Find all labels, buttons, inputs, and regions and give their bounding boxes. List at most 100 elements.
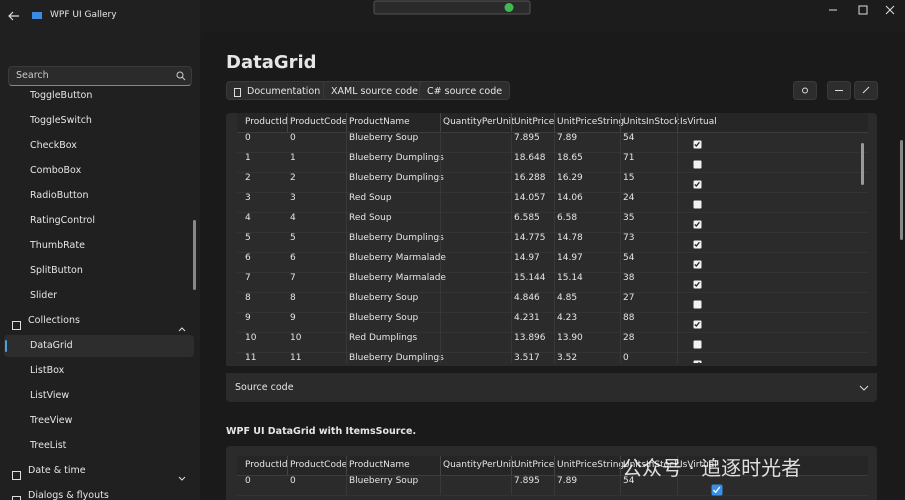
data-row[interactable]: 3 3 Red Soup 14.057 14.06 24: [237, 192, 868, 213]
nav-label: DataGrid: [30, 340, 73, 351]
search-box[interactable]: Search: [8, 66, 192, 86]
checkbox[interactable]: [693, 174, 702, 193]
cell: 0: [290, 133, 296, 143]
data-row[interactable]: 1 1 Blueberry Dumplings 18.648 18.65 71: [237, 152, 868, 173]
nav-item[interactable]: Dialogs & flyouts: [4, 485, 194, 500]
checkbox[interactable]: [693, 194, 702, 213]
nav-item[interactable]: Slider: [4, 285, 194, 307]
cell-divider: [620, 352, 621, 363]
column-header[interactable]: ProductId: [245, 460, 288, 470]
checkbox[interactable]: [693, 234, 702, 253]
nav-item[interactable]: SplitButton: [4, 260, 194, 282]
checkbox[interactable]: [693, 134, 702, 153]
column-header[interactable]: UnitPriceString: [557, 460, 625, 470]
nav-item[interactable]: ThumbRate: [4, 235, 194, 257]
column-divider: [677, 456, 678, 475]
nav-label: ListView: [30, 390, 70, 401]
nav-item[interactable]: CheckBox: [4, 135, 194, 157]
cell-divider: [511, 292, 512, 312]
column-header[interactable]: UnitPrice: [514, 460, 555, 470]
cell: 13.90: [557, 333, 583, 343]
cell-divider: [511, 132, 512, 152]
cell-divider: [346, 192, 347, 212]
back-button[interactable]: [8, 11, 19, 21]
checkbox[interactable]: [693, 214, 702, 233]
nav-item[interactable]: ListView: [4, 385, 194, 407]
column-header[interactable]: ProductCode: [290, 460, 348, 470]
nav-item[interactable]: ToggleButton: [4, 90, 194, 107]
cell-divider: [554, 475, 555, 495]
data-row[interactable]: 2 2 Blueberry Dumplings 16.288 16.29 15: [237, 172, 868, 193]
button-label: Documentation: [247, 86, 321, 97]
checkbox[interactable]: [711, 481, 723, 500]
theme-button[interactable]: [793, 81, 817, 100]
cell-divider: [346, 252, 347, 272]
nav-label: Collections: [28, 315, 80, 326]
cell: 4.85: [557, 293, 578, 303]
column-header[interactable]: UnitPrice: [514, 117, 555, 127]
checkbox[interactable]: [693, 334, 702, 353]
nav-item[interactable]: ToggleSwitch: [4, 110, 194, 132]
nav-item[interactable]: TreeView: [4, 410, 194, 432]
cell: 15.144: [514, 273, 546, 283]
sidebar-scrollbar[interactable]: [193, 220, 196, 290]
cell: 7.895: [514, 133, 540, 143]
debug-toolbar: [373, 0, 531, 15]
data-row[interactable]: 9 9 Blueberry Soup 4.231 4.23 88: [237, 312, 868, 333]
expander[interactable]: Source code: [226, 373, 877, 402]
data-row[interactable]: 7 7 Blueberry Marmalade 15.144 15.14 38: [237, 272, 868, 293]
nav-item[interactable]: DataGrid: [4, 335, 194, 357]
cell-divider: [554, 152, 555, 172]
nav-item[interactable]: ComboBox: [4, 160, 194, 182]
checkbox[interactable]: [693, 254, 702, 273]
data-row[interactable]: 0 0 Blueberry Soup 7.895 7.89 54: [237, 475, 868, 496]
cell: 6: [290, 253, 296, 263]
nav-item[interactable]: RatingControl: [4, 210, 194, 232]
cell-divider: [511, 172, 512, 192]
data-row[interactable]: 4 4 Red Soup 6.585 6.58 35: [237, 212, 868, 233]
column-header[interactable]: QuantityPerUnit: [443, 117, 515, 127]
data-row[interactable]: 0 0 Blueberry Soup 7.895 7.89 54: [237, 132, 868, 153]
column-header[interactable]: IsVirtual: [680, 117, 717, 127]
column-header[interactable]: UnitsInStock: [623, 460, 680, 470]
page-title: DataGrid: [226, 52, 317, 73]
data-row[interactable]: 5 5 Blueberry Dumplings 14.775 14.78 73: [237, 232, 868, 253]
page-button[interactable]: XAML source code: [323, 81, 426, 100]
data-row[interactable]: 8 8 Blueberry Soup 4.846 4.85 27: [237, 292, 868, 313]
maximize-button[interactable]: [858, 5, 868, 15]
nav-item[interactable]: Collections: [4, 310, 194, 332]
page-scrollbar[interactable]: [900, 140, 903, 240]
close-button[interactable]: [885, 5, 895, 15]
column-header[interactable]: ProductCode: [290, 117, 348, 127]
column-header[interactable]: QuantityPerUnit: [443, 460, 515, 470]
checkbox[interactable]: [693, 354, 702, 363]
nav-icon: [12, 316, 22, 335]
nav-label: CheckBox: [30, 140, 77, 151]
column-header[interactable]: IsVirtual: [680, 460, 717, 470]
page-button[interactable]: C# source code: [419, 81, 511, 100]
column-header[interactable]: UnitsInStock: [623, 117, 680, 127]
cell: Blueberry Dumplings: [349, 233, 444, 243]
data-row[interactable]: 11 11 Blueberry Dumplings 3.517 3.52 0: [237, 352, 868, 363]
cell: 13.896: [514, 333, 546, 343]
column-header[interactable]: UnitPriceString: [557, 117, 625, 127]
checkbox[interactable]: [693, 154, 702, 173]
nav-item[interactable]: Date & time: [4, 460, 194, 482]
column-header[interactable]: ProductId: [245, 117, 288, 127]
column-header[interactable]: ProductName: [349, 117, 410, 127]
cell-divider: [677, 132, 678, 152]
checkbox[interactable]: [693, 294, 702, 313]
data-row[interactable]: 6 6 Blueberry Marmalade 14.97 14.97 54: [237, 252, 868, 273]
grid1-scrollbar[interactable]: [861, 143, 864, 185]
button-label: XAML source code: [331, 86, 418, 97]
checkbox[interactable]: [693, 314, 702, 333]
checkbox[interactable]: [693, 274, 702, 293]
nav-item[interactable]: RadioButton: [4, 185, 194, 207]
nav-item[interactable]: ListBox: [4, 360, 194, 382]
nav-item[interactable]: TreeList: [4, 435, 194, 457]
cell: 18.648: [514, 153, 546, 163]
page-button[interactable]: Documentation: [226, 81, 329, 100]
data-row[interactable]: 10 10 Red Dumplings 13.896 13.90 28: [237, 332, 868, 353]
column-header[interactable]: ProductName: [349, 460, 410, 470]
